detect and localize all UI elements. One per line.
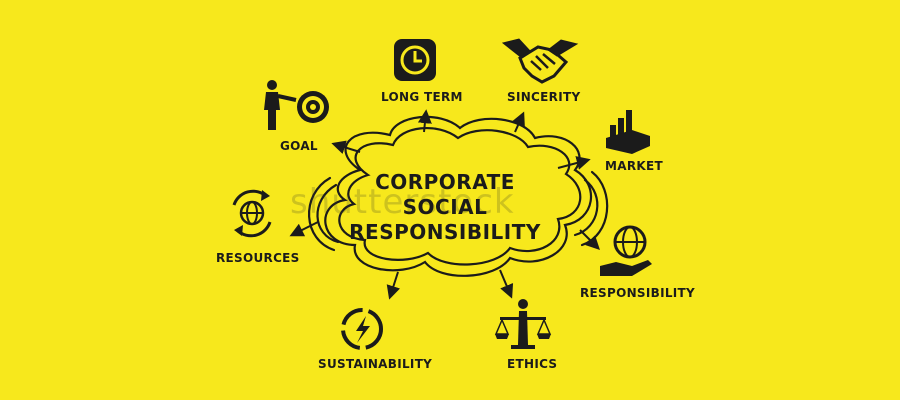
label-ethics: ETHICS: [507, 357, 558, 371]
arrow-resources: [289, 221, 319, 237]
label-responsibility: RESPONSIBILITY: [580, 286, 696, 300]
label-sustainability: SUSTAINABILITY: [318, 357, 433, 371]
arrow-market: [557, 156, 591, 170]
label-resources: RESOURCES: [216, 251, 300, 265]
clock-icon: [394, 39, 436, 81]
handshake-icon: [501, 38, 579, 84]
target-icon: [264, 80, 329, 130]
center-title-line-1: CORPORATE: [375, 170, 515, 194]
chart-icon: [606, 110, 650, 154]
center-title-line-2: SOCIAL: [402, 195, 488, 219]
label-long-term: LONG TERM: [381, 90, 463, 104]
label-market: MARKET: [605, 159, 663, 173]
arrow-ethics: [499, 269, 514, 299]
arrow-goal: [331, 140, 361, 154]
arrow-responsibility: [579, 229, 600, 250]
globe-cycle-icon: [232, 189, 272, 238]
arrow-sustainability: [386, 271, 401, 300]
center-title-line-3: RESPONSIBILITY: [349, 220, 541, 244]
globe-hand-icon: [600, 225, 652, 276]
recycle-icon: [341, 308, 383, 350]
center-title: CORPORATE SOCIAL RESPONSIBILITY: [330, 170, 560, 245]
scales-icon: [494, 299, 552, 349]
arrow-sincerity: [512, 111, 525, 133]
label-sincerity: SINCERITY: [507, 90, 581, 104]
arrow-long-term: [417, 109, 432, 133]
connector-arrows: [289, 109, 600, 300]
label-goal: GOAL: [280, 139, 318, 153]
watermark: shutterstock: [290, 182, 515, 222]
